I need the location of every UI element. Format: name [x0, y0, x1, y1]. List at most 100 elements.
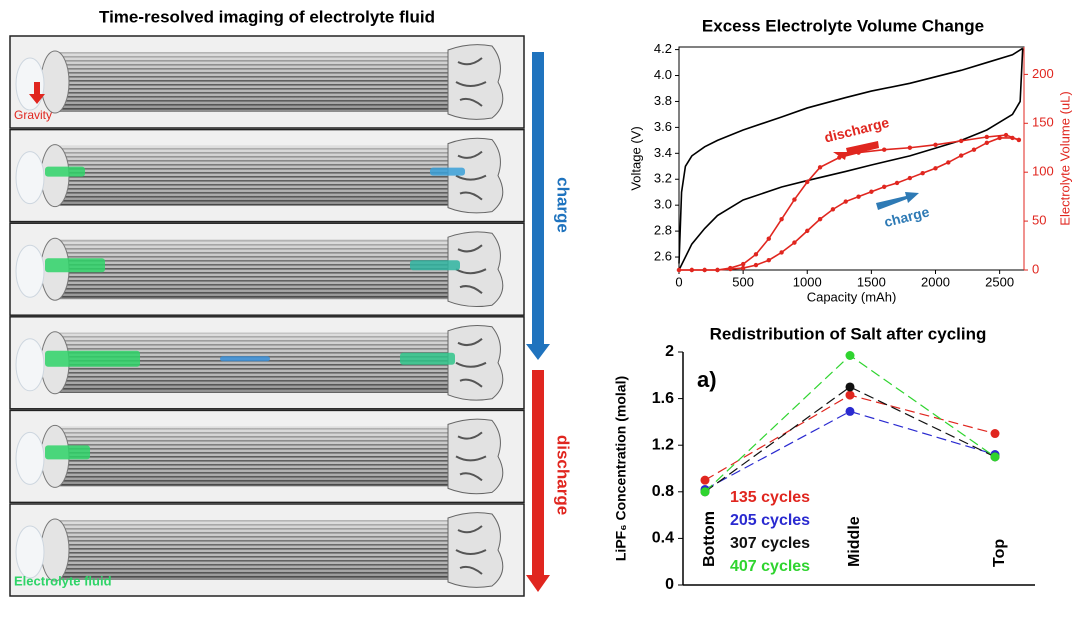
data-point	[1016, 137, 1022, 143]
y2-tick-label: 100	[1032, 164, 1054, 179]
data-point	[792, 240, 797, 245]
data-point	[1003, 132, 1009, 138]
legend-entry: 407 cycles	[730, 558, 810, 575]
data-point	[740, 261, 746, 267]
annotation-arrow	[876, 192, 919, 210]
data-point	[728, 265, 733, 271]
data-point	[997, 135, 1002, 141]
series-line	[678, 47, 1024, 264]
cell-cap-right-detail	[455, 244, 487, 294]
discharge-arrow	[532, 370, 544, 575]
electrolyte-fluid	[45, 445, 90, 460]
charge-label: charge	[554, 177, 573, 233]
y2-tick-label: 50	[1032, 213, 1046, 228]
category-label: Middle	[846, 516, 863, 567]
data-point	[990, 429, 1000, 439]
data-point	[845, 382, 855, 392]
data-point	[845, 390, 855, 400]
series-line	[704, 386, 996, 493]
panel-label: a)	[697, 367, 717, 392]
electrolyte-fluid	[45, 166, 85, 177]
annotation-arrow	[833, 141, 879, 160]
y-tick-label: 3.8	[654, 93, 672, 108]
data-point	[920, 170, 925, 176]
cell-shade	[55, 520, 485, 580]
y-tick-label: 3.2	[654, 171, 672, 186]
cell-cap-left-rim	[15, 244, 45, 298]
chart-title: Redistribution of Salt after cycling	[710, 324, 987, 343]
cell-cap-left	[40, 518, 70, 582]
data-point	[753, 252, 759, 257]
data-point	[766, 258, 771, 263]
y-tick-label: 1.2	[652, 436, 674, 453]
cell-shade	[55, 145, 485, 206]
data-point	[933, 142, 938, 148]
cell-cap-right-detail	[455, 150, 487, 201]
data-point	[907, 175, 913, 181]
series-line	[678, 48, 1024, 271]
data-point	[933, 166, 938, 171]
data-point	[984, 140, 990, 146]
data-point	[702, 267, 707, 273]
y2-tick-label: 200	[1032, 66, 1054, 81]
x-tick-label: 1500	[857, 274, 886, 289]
cell-cap-right-detail	[455, 338, 487, 388]
data-point	[907, 145, 913, 150]
cell-cap-left	[40, 50, 70, 114]
y2-tick-label: 150	[1032, 115, 1054, 130]
y-tick-label: 4.0	[654, 67, 672, 82]
data-point	[856, 194, 861, 199]
cell-shade	[55, 426, 485, 487]
panel-title: Time-resolved imaging of electrolyte flu…	[99, 7, 435, 26]
x-tick-label: 2000	[921, 274, 950, 289]
x-tick-label: 2500	[985, 274, 1014, 289]
series-line	[704, 410, 996, 490]
data-point	[779, 250, 784, 255]
electrolyte-fluid	[45, 350, 140, 367]
data-point	[817, 216, 823, 222]
y-axis-label: LiPF₆ Concentration (molal)	[613, 376, 629, 561]
data-point	[753, 262, 759, 268]
cell-cap-left-rim	[15, 151, 45, 205]
x-axis-label: Capacity (mAh)	[807, 289, 897, 304]
electrolyte-fluid	[45, 258, 105, 273]
data-point	[958, 153, 964, 158]
cell-shade	[55, 52, 485, 112]
y-tick-label: 0	[665, 576, 674, 593]
gravity-arrow-head	[29, 94, 45, 104]
data-point	[715, 267, 720, 273]
cell-cap-right-detail	[455, 431, 487, 482]
legend-entry: 135 cycles	[730, 489, 810, 506]
discharge-arrow-head	[526, 575, 550, 592]
data-point	[740, 265, 746, 271]
data-point	[766, 236, 771, 241]
y2-tick-label: 0	[1032, 261, 1039, 276]
y-tick-label: 2.8	[654, 223, 672, 238]
data-point	[958, 138, 964, 144]
cell-cap-right-detail	[455, 57, 487, 107]
legend-entry: 307 cycles	[730, 535, 810, 552]
data-point	[676, 267, 682, 273]
data-point	[700, 475, 710, 485]
legend-entry: 205 cycles	[730, 512, 810, 529]
y-tick-label: 3.6	[654, 119, 672, 134]
x-tick-label: 0	[675, 274, 682, 289]
y-tick-label: 1.6	[652, 390, 674, 407]
category-label: Bottom	[701, 511, 718, 567]
gravity-label: Gravity	[14, 108, 52, 122]
y-tick-label: 3.4	[654, 145, 672, 160]
cell-cap-left-rim	[15, 431, 45, 485]
image-rows: Gravity Electrolyte fluid	[9, 35, 525, 597]
charge-arrow	[532, 52, 544, 344]
data-point	[779, 216, 784, 222]
y2-axis-label: Electrolyte Volume (uL)	[1057, 91, 1072, 225]
data-point	[830, 207, 836, 212]
discharge-label: discharge	[554, 435, 573, 515]
data-point	[700, 487, 710, 497]
fluid-label: Electrolyte fluid	[14, 573, 112, 588]
y-tick-label: 0.4	[652, 530, 674, 547]
data-point	[946, 160, 951, 165]
x-tick-label: 500	[732, 274, 754, 289]
